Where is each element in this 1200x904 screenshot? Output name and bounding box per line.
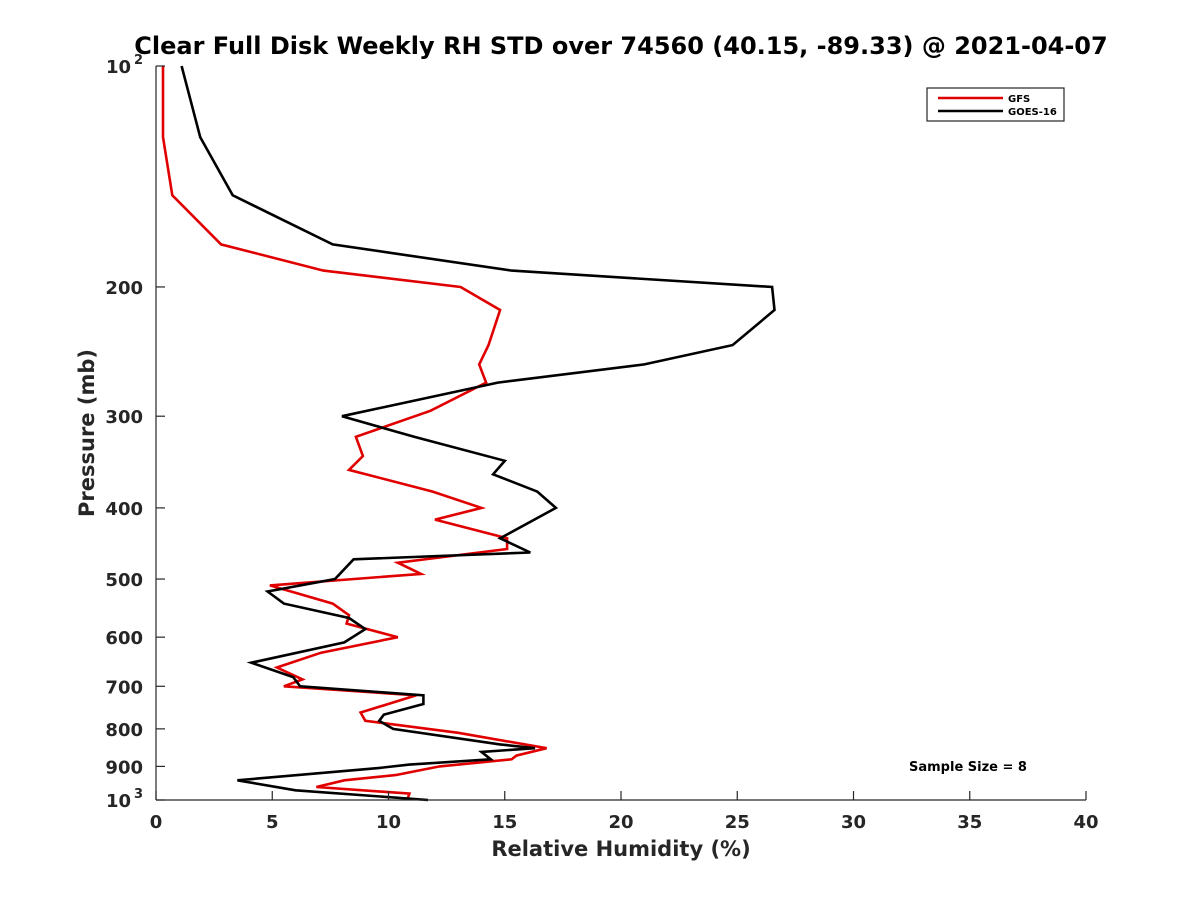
y-axis-label: Pressure (mb) xyxy=(75,349,99,517)
x-axis-label: Relative Humidity (%) xyxy=(491,837,750,861)
legend-label-goes-16: GOES-16 xyxy=(1008,107,1057,118)
x-axis-ticks: 0 5 10 15 20 25 30 35 40 xyxy=(150,791,1099,833)
series-line-gfs xyxy=(161,66,547,801)
sample-size-annotation: Sample Size = 8 xyxy=(909,760,1027,775)
legend: GFS GOES-16 xyxy=(926,87,1065,122)
x-tick-label: 40 xyxy=(1073,812,1098,833)
plot-area xyxy=(156,66,1086,800)
y-tick-label: 800 xyxy=(105,720,143,741)
x-tick-label: 15 xyxy=(492,812,517,833)
y-tick-label: 400 xyxy=(105,499,143,520)
y-tick-label: 900 xyxy=(105,757,143,778)
y-tick-label: 300 xyxy=(105,407,143,428)
y-tick-label: 500 xyxy=(105,570,143,591)
series-layer xyxy=(161,65,776,802)
y-tick-label: 200 xyxy=(105,278,143,299)
x-tick-label: 5 xyxy=(266,812,279,833)
x-tick-label: 20 xyxy=(608,812,633,833)
y-tick-label: 600 xyxy=(105,628,143,649)
x-tick-label: 30 xyxy=(841,812,866,833)
x-tick-label: 25 xyxy=(725,812,750,833)
x-tick-label: 0 xyxy=(150,812,163,833)
x-tick-label: 10 xyxy=(376,812,401,833)
y-tick-exponent: 3 xyxy=(134,787,143,802)
y-tick-label: 700 xyxy=(105,677,143,698)
y-tick-label: 10 xyxy=(106,791,131,812)
chart-title: Clear Full Disk Weekly RH STD over 74560… xyxy=(134,32,1107,60)
legend-label-gfs: GFS xyxy=(1008,94,1030,105)
x-tick-label: 35 xyxy=(957,812,982,833)
y-tick-exponent: 2 xyxy=(134,53,143,68)
y-tick-label: 10 xyxy=(106,57,131,78)
legend-box xyxy=(926,87,1065,122)
series-line-goes-16 xyxy=(180,65,776,802)
